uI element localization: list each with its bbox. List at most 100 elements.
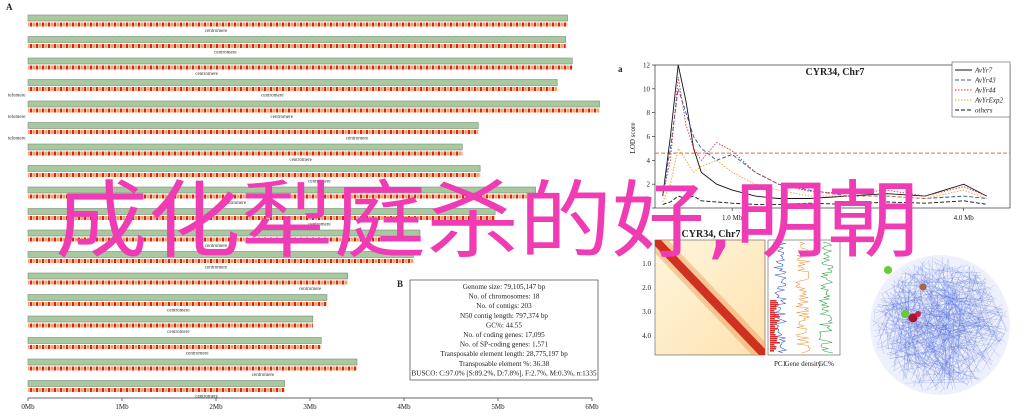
network-edge xyxy=(982,333,1005,371)
network-edge xyxy=(904,352,968,385)
network-edge xyxy=(927,340,949,379)
network-edge xyxy=(892,338,962,383)
network-edge xyxy=(958,309,1000,357)
centromere-label: centromere xyxy=(271,115,294,120)
series-line xyxy=(662,147,987,203)
network-edge xyxy=(894,326,900,366)
x-tick-label: 4Mb xyxy=(397,403,411,411)
track-trace xyxy=(772,241,788,354)
node xyxy=(901,310,909,318)
network-edge xyxy=(953,325,964,334)
network-edge xyxy=(964,310,982,333)
centromere-label: centromere xyxy=(308,223,331,228)
network-edge xyxy=(881,273,918,294)
pc1-bar xyxy=(770,306,777,308)
network-edge xyxy=(969,272,977,301)
network-edge xyxy=(908,327,937,365)
network-edge xyxy=(907,320,950,372)
stat-line: No. of chromosomes: 18 xyxy=(468,293,539,301)
pc1-bar xyxy=(770,330,776,332)
network-edge xyxy=(948,305,955,378)
feature-strip xyxy=(28,280,348,285)
stats-box xyxy=(409,279,599,381)
chromosome-bar xyxy=(27,14,568,22)
y-tick-label: 0 xyxy=(647,205,651,213)
network-edge xyxy=(958,340,985,345)
feature-strip xyxy=(28,22,568,27)
network-edge xyxy=(960,300,972,384)
centromere-label: centromere xyxy=(261,94,284,99)
network-edge xyxy=(972,270,998,342)
network-edge xyxy=(917,325,991,327)
network-edge xyxy=(972,278,982,301)
y-tick-label: 8 xyxy=(647,109,651,117)
network-edge xyxy=(912,261,929,276)
network-edge xyxy=(929,351,949,375)
network-edge xyxy=(967,296,991,340)
network-edge xyxy=(956,277,973,284)
heatmap-tick-label: 4.0 xyxy=(642,332,651,340)
pc1-bar xyxy=(770,348,776,350)
network-edge xyxy=(889,351,931,370)
stat-line: Genome size: 79,105,147 bp xyxy=(463,283,546,291)
network-edge xyxy=(970,303,996,312)
network-edge xyxy=(885,312,889,351)
network-edge xyxy=(966,318,1002,387)
panel-label: a xyxy=(618,64,623,74)
pc1-bar xyxy=(770,300,777,302)
network-edge xyxy=(893,319,982,372)
network-edge xyxy=(914,323,957,363)
series-line xyxy=(662,76,987,197)
y-tick-label: 6 xyxy=(647,133,651,141)
network-edge xyxy=(951,301,977,302)
pc1-bar xyxy=(770,328,778,330)
network-edge xyxy=(971,282,986,360)
chromosome-bar xyxy=(27,208,496,215)
network-edge xyxy=(934,295,975,321)
centromere-label: centromere xyxy=(214,51,237,56)
pc1-bar xyxy=(770,342,780,344)
network-edge xyxy=(967,272,982,303)
network-edge xyxy=(901,275,920,384)
pc1-bar xyxy=(770,326,776,328)
stat-line: Transposable element %: 36.38 xyxy=(459,360,550,368)
track-trace xyxy=(795,241,811,354)
network-edge xyxy=(948,266,953,320)
network-edge xyxy=(897,281,909,368)
network-edge xyxy=(876,310,947,346)
pc1-bar xyxy=(770,332,775,334)
network-edge xyxy=(911,359,957,383)
network-edge xyxy=(929,298,994,385)
feature-strip xyxy=(28,151,463,156)
network-edge xyxy=(936,267,965,325)
network-edge xyxy=(955,329,1008,378)
chromosome-bar xyxy=(27,36,566,43)
network-edge xyxy=(988,290,1007,331)
chromosome-bar xyxy=(27,294,328,301)
network-edge xyxy=(878,325,944,379)
y-tick-label: 12 xyxy=(643,62,651,70)
network-edge xyxy=(901,291,952,304)
chromosome-bar xyxy=(27,251,414,258)
network-edge xyxy=(882,291,934,312)
network-edge xyxy=(917,330,962,384)
network-edge xyxy=(929,287,958,350)
telomere-label: telomere xyxy=(8,94,26,99)
centromere-label: centromere xyxy=(167,330,190,335)
network-edge xyxy=(912,319,961,341)
feature-strip xyxy=(28,65,573,70)
network-edge xyxy=(904,272,906,380)
feature-strip xyxy=(28,323,313,328)
network-edge xyxy=(902,288,923,388)
x-tick-label: 6Mb xyxy=(585,403,599,411)
feature-strip xyxy=(28,44,566,48)
network-edge xyxy=(922,364,934,383)
network-edge xyxy=(883,321,900,360)
chromosome-bar xyxy=(27,143,463,151)
network-edge xyxy=(934,298,979,388)
network-edge xyxy=(897,284,935,287)
chromosome-bar xyxy=(27,57,573,65)
network-edge xyxy=(970,308,1004,313)
network-edge xyxy=(906,286,957,352)
